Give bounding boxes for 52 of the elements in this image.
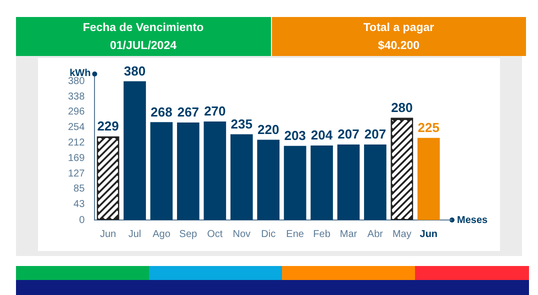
x-tick-label: Jun bbox=[100, 228, 116, 240]
y-tick-label: 85 bbox=[74, 184, 86, 195]
data-label: 270 bbox=[204, 104, 226, 119]
x-tick-label: Feb bbox=[313, 228, 331, 240]
data-label: 225 bbox=[418, 120, 440, 135]
data-label: 380 bbox=[124, 63, 146, 78]
y-tick-label: 212 bbox=[68, 137, 86, 148]
bar bbox=[124, 81, 146, 220]
bar bbox=[284, 146, 306, 220]
x-tick-label: Ene bbox=[286, 228, 304, 240]
x-tick-label: Jun bbox=[420, 228, 438, 240]
bar bbox=[150, 122, 173, 220]
text: $40.200 bbox=[376, 39, 421, 54]
data-label: 229 bbox=[97, 118, 119, 134]
x-tick-label: Mar bbox=[340, 228, 358, 240]
x-tick-label: Jul bbox=[128, 228, 142, 240]
data-label: 207 bbox=[364, 126, 386, 142]
x-tick-label: Dic bbox=[261, 228, 276, 240]
y-tick-label: 127 bbox=[68, 168, 86, 180]
x-tick-label: Nov bbox=[232, 228, 251, 240]
text: Fecha de Vencimiento bbox=[82, 21, 205, 36]
y-tick-label: 296 bbox=[68, 106, 86, 118]
y-tick-label: 338 bbox=[68, 91, 86, 102]
data-label: 207 bbox=[338, 126, 360, 142]
x-tick-label: Ago bbox=[152, 228, 171, 240]
y-tick-label: 254 bbox=[68, 122, 86, 134]
bar bbox=[230, 134, 253, 220]
text: 01/JUL/2024 bbox=[109, 39, 178, 54]
data-label: 280 bbox=[391, 100, 413, 115]
y-tick-label: 380 bbox=[68, 76, 86, 88]
x-tick-label: Sep bbox=[179, 228, 198, 240]
data-label: 267 bbox=[177, 104, 200, 120]
bar bbox=[177, 122, 200, 220]
bar bbox=[257, 140, 280, 220]
x-tick-label: Abr bbox=[367, 228, 384, 240]
y-tick-label: 169 bbox=[68, 153, 86, 164]
text: Total a pagar bbox=[362, 21, 436, 36]
bar bbox=[364, 144, 386, 220]
data-label: 203 bbox=[284, 128, 306, 143]
data-label: 220 bbox=[257, 122, 280, 137]
data-label: 204 bbox=[310, 128, 334, 143]
data-label: 235 bbox=[230, 116, 252, 132]
x-tick-label: May bbox=[392, 228, 412, 240]
y-tick-label: 43 bbox=[74, 199, 86, 210]
bar bbox=[310, 146, 333, 220]
bar bbox=[337, 144, 360, 220]
bar bbox=[204, 121, 226, 220]
x-axis-title: Meses bbox=[457, 214, 488, 226]
bar bbox=[417, 138, 440, 220]
data-label: 268 bbox=[150, 104, 172, 120]
y-tick-label: 0 bbox=[79, 214, 86, 226]
x-tick-label: Oct bbox=[207, 228, 223, 240]
